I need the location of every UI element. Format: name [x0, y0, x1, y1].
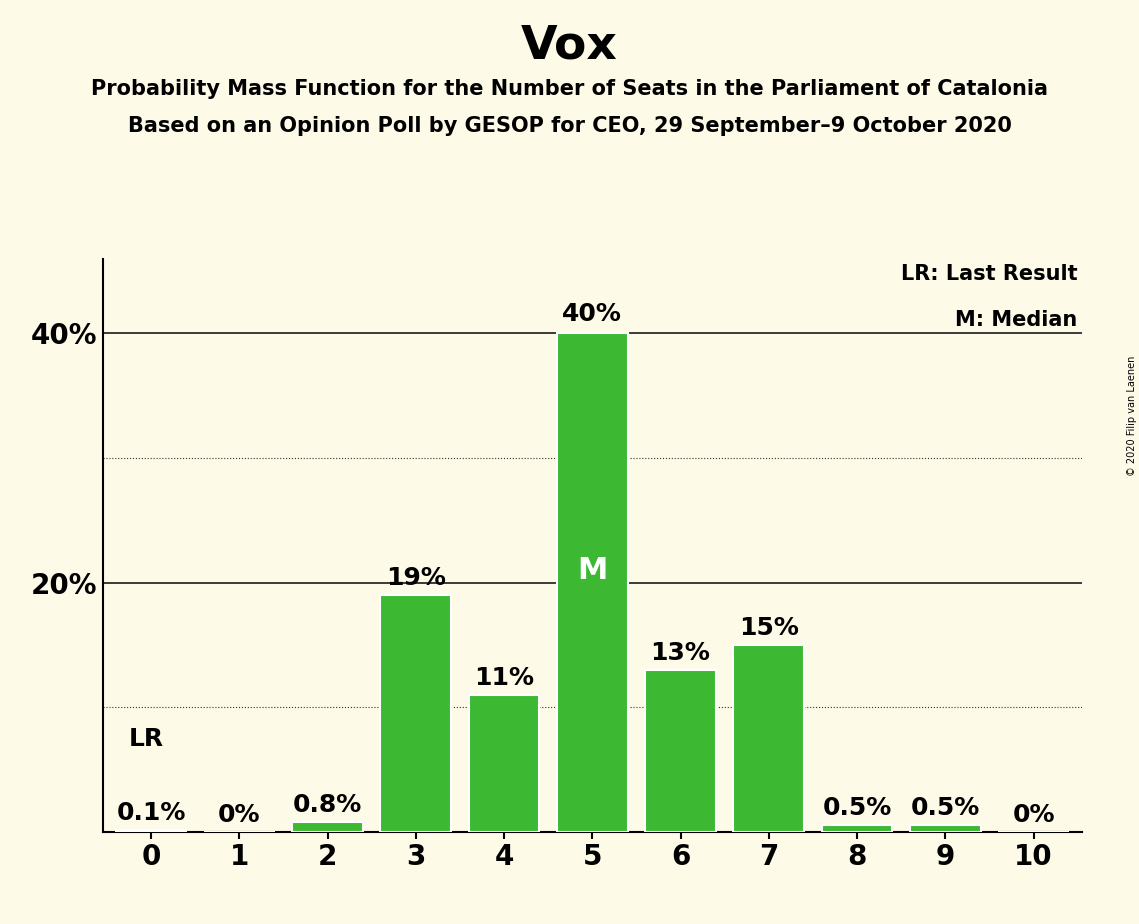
Text: 0.8%: 0.8% [293, 793, 362, 817]
Text: 19%: 19% [386, 566, 445, 590]
Text: 0%: 0% [218, 803, 261, 827]
Text: 40%: 40% [563, 302, 622, 326]
Text: Probability Mass Function for the Number of Seats in the Parliament of Catalonia: Probability Mass Function for the Number… [91, 79, 1048, 99]
Text: 0.5%: 0.5% [911, 796, 980, 821]
Bar [469, 695, 540, 832]
Text: M: M [577, 555, 607, 585]
Text: Based on an Opinion Poll by GESOP for CEO, 29 September–9 October 2020: Based on an Opinion Poll by GESOP for CE… [128, 116, 1011, 136]
Bar [734, 645, 804, 832]
Bar [380, 595, 451, 832]
Bar [645, 670, 715, 832]
Text: LR: LR [129, 726, 164, 750]
Text: 0.5%: 0.5% [822, 796, 892, 821]
Text: 15%: 15% [739, 615, 798, 639]
Bar [821, 825, 892, 832]
Text: 13%: 13% [650, 640, 711, 664]
Text: 0.1%: 0.1% [116, 801, 186, 825]
Text: 11%: 11% [474, 665, 534, 689]
Text: Vox: Vox [521, 23, 618, 68]
Text: M: Median: M: Median [954, 310, 1077, 330]
Text: © 2020 Filip van Laenen: © 2020 Filip van Laenen [1126, 356, 1137, 476]
Bar [293, 821, 363, 832]
Bar [116, 831, 187, 832]
Text: 0%: 0% [1013, 803, 1055, 827]
Bar [557, 334, 628, 832]
Text: LR: Last Result: LR: Last Result [901, 264, 1077, 285]
Bar [910, 825, 981, 832]
